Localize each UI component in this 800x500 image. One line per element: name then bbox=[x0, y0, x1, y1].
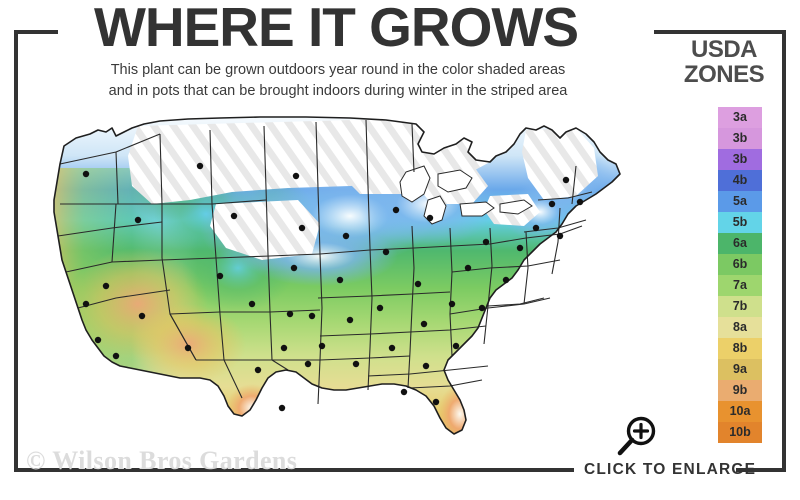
frame-top-left-segment bbox=[14, 30, 58, 34]
legend-swatch-7b-9: 7b bbox=[718, 296, 762, 317]
legend-swatch-7a-8: 7a bbox=[718, 275, 762, 296]
legend-swatch-10b-15: 10b bbox=[718, 422, 762, 443]
legend-title-line-2: ZONES bbox=[683, 60, 765, 88]
frame-left-segment bbox=[14, 30, 18, 472]
frame-top-right-segment bbox=[654, 30, 786, 34]
click-to-enlarge-label[interactable]: CLICK TO ENLARGE bbox=[584, 461, 757, 478]
legend-swatch-3b-1: 3b bbox=[718, 128, 762, 149]
frame-bottom-right-segment bbox=[736, 468, 786, 472]
city-markers bbox=[82, 162, 584, 412]
legend-swatch-list: 3a 3b 3b 4b 5a 5b 6a 6b 7a 7b 8a 8b 9a 9b 10a 10b bbox=[718, 107, 762, 443]
frame-right-segment bbox=[782, 30, 786, 472]
subtitle-line-2: and in pots that can be brought indoors … bbox=[108, 83, 568, 100]
great-lakes bbox=[399, 165, 533, 225]
legend-swatch-3a-0: 3a bbox=[718, 107, 762, 128]
legend-swatch-3b-2: 3b bbox=[718, 149, 762, 170]
legend-title-line-1: USDA bbox=[690, 36, 758, 63]
legend-swatch-8b-11: 8b bbox=[718, 338, 762, 359]
subtitle: This plant can be grown outdoors year ro… bbox=[24, 60, 652, 102]
subtitle-line-1: This plant can be grown outdoors year ro… bbox=[110, 62, 566, 78]
usda-hardiness-map[interactable] bbox=[20, 108, 660, 448]
legend-swatch-8a-10: 8a bbox=[718, 317, 762, 338]
page-title: WHERE IT GROWS bbox=[93, 0, 579, 58]
country-outline bbox=[53, 116, 621, 435]
legend-swatch-9a-12: 9a bbox=[718, 359, 762, 380]
legend-swatch-5a-4: 5a bbox=[718, 191, 762, 212]
usda-zones-legend: USDA ZONES bbox=[668, 36, 780, 88]
watermark: © Wilson Bros Gardens bbox=[26, 446, 298, 475]
legend-swatch-10a-14: 10a bbox=[718, 401, 762, 422]
state-borders bbox=[57, 119, 593, 405]
frame-bottom-left-segment bbox=[14, 468, 574, 472]
legend-title: USDA ZONES bbox=[668, 36, 780, 88]
legend-swatch-6a-6: 6a bbox=[718, 233, 762, 254]
legend-swatch-5b-5: 5b bbox=[718, 212, 762, 233]
legend-swatch-4b-3: 4b bbox=[718, 170, 762, 191]
map-svg[interactable] bbox=[20, 108, 660, 448]
legend-swatch-9b-13: 9b bbox=[718, 380, 762, 401]
legend-swatch-6b-7: 6b bbox=[718, 254, 762, 275]
magnifier-plus-icon[interactable] bbox=[614, 414, 660, 460]
